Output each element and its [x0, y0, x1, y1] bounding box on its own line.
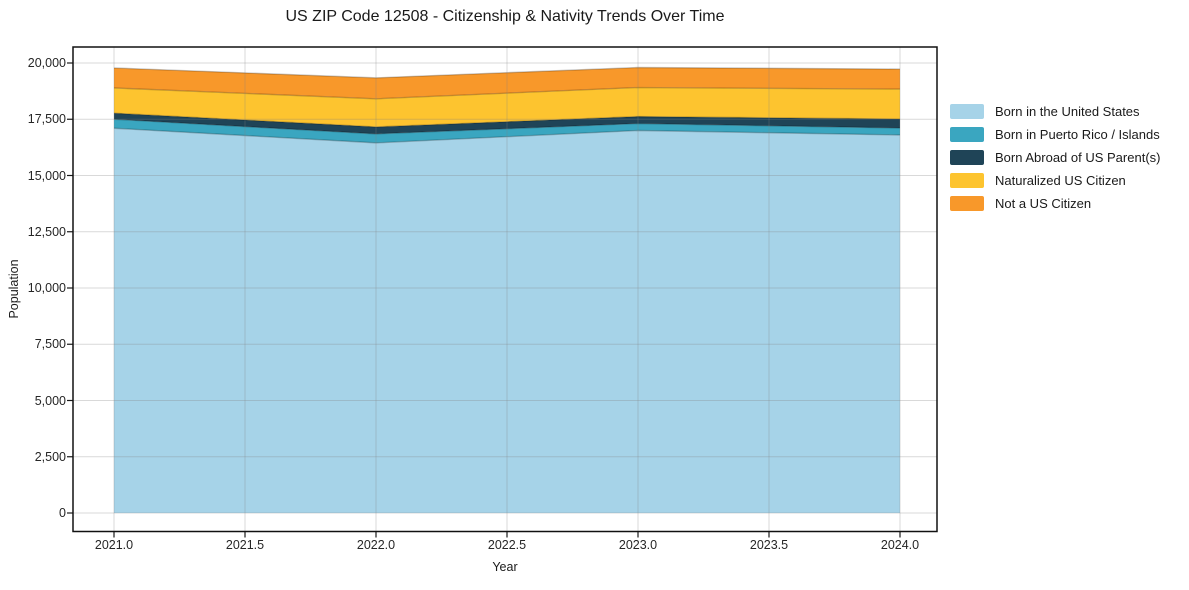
y-tick-label: 10,000 [27, 281, 66, 295]
legend-swatch [950, 150, 984, 165]
legend-item: Naturalized US Citizen [950, 173, 1160, 188]
area-band-not-a-us-citizen [114, 67, 900, 99]
x-tick-label: 2022.5 [487, 538, 527, 552]
chart-title: US ZIP Code 12508 - Citizenship & Nativi… [285, 8, 725, 25]
gridlines [73, 47, 937, 532]
x-tick-label: 2023.0 [618, 538, 658, 552]
area-band-edge [113, 127, 901, 144]
plot-frame [72, 46, 938, 533]
area-band-naturalized-us-citizen [114, 87, 900, 127]
legend-label: Born in the United States [995, 104, 1140, 119]
x-tick-label: 2023.5 [749, 538, 789, 552]
legend-swatch [950, 104, 984, 119]
area-band-born-abroad-of-us-parent-s- [114, 113, 900, 134]
legend-item: Born in Puerto Rico / Islands [950, 127, 1160, 142]
legend-label: Naturalized US Citizen [995, 173, 1126, 188]
legend-label: Not a US Citizen [995, 196, 1092, 211]
area-band-edge [113, 118, 901, 135]
x-tick-label: 2024.0 [880, 538, 920, 552]
area-band-born-in-the-united-states [114, 128, 900, 513]
y-tick-label: 0 [59, 506, 66, 520]
y-tick-label: 15,000 [27, 168, 66, 183]
x-tick-label: 2022.0 [356, 538, 396, 552]
legend-item: Born in the United States [950, 104, 1160, 119]
y-tick-label: 20,000 [27, 56, 66, 70]
legend-label: Born Abroad of US Parent(s) [995, 150, 1161, 165]
y-tick-label: 2,500 [34, 449, 66, 464]
y-tick-label: 7,500 [34, 337, 66, 352]
area-band-edge [113, 86, 901, 100]
legend-item: Not a US Citizen [950, 196, 1160, 211]
legend-swatch [950, 196, 984, 211]
legend: Born in the United States Born in Puerto … [950, 104, 1160, 219]
x-axis-label: Year [492, 560, 518, 574]
area-band-edge [113, 112, 901, 128]
y-tick-label: 5,000 [34, 393, 66, 408]
x-tick-label: 2021.5 [225, 538, 265, 552]
axis-ticks [67, 62, 901, 538]
legend-item: Born Abroad of US Parent(s) [950, 150, 1160, 165]
y-tick-label: 12,500 [27, 224, 66, 239]
legend-label: Born in Puerto Rico / Islands [995, 127, 1160, 142]
area-band-edge [113, 66, 901, 79]
y-tick-label: 17,500 [27, 112, 66, 127]
y-axis-label: Population [7, 259, 21, 319]
area-band-born-in-puerto-rico-islands [114, 119, 900, 143]
legend-swatch [950, 173, 984, 188]
x-tick-label: 2021.0 [94, 538, 134, 552]
legend-swatch [950, 127, 984, 142]
